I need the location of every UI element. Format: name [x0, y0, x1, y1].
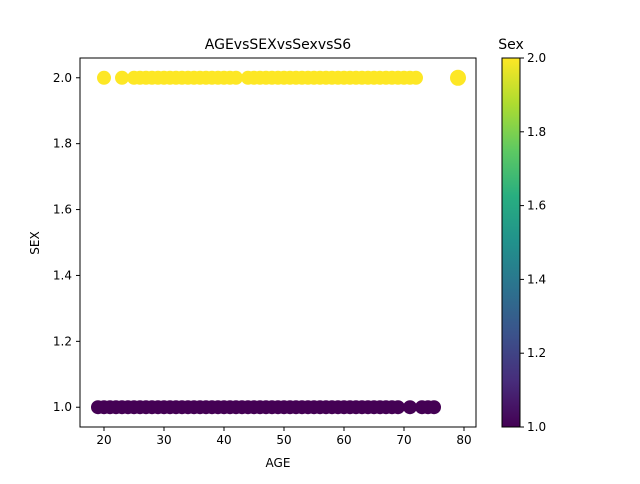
x-tick-label: 50 — [276, 433, 291, 447]
y-tick-label: 1.2 — [53, 334, 72, 348]
data-point — [403, 400, 417, 415]
x-tick-label: 30 — [156, 433, 171, 447]
data-point — [409, 70, 423, 85]
colorbar-label: Sex — [498, 37, 524, 53]
y-tick-label: 1.0 — [53, 400, 72, 414]
data-point — [427, 400, 441, 415]
y-tick-label: 1.4 — [53, 268, 72, 282]
data-point — [115, 70, 129, 85]
y-tick-label: 1.8 — [53, 137, 72, 151]
x-tick-label: 20 — [96, 433, 111, 447]
colorbar-tick-label: 1.0 — [527, 420, 546, 434]
y-tick-label: 2.0 — [53, 71, 72, 85]
x-tick-label: 70 — [396, 433, 411, 447]
colorbar-tick-label: 1.2 — [527, 346, 546, 360]
x-tick-label: 80 — [456, 433, 471, 447]
colorbar — [501, 57, 521, 428]
colorbar-axis: 1.0 1.2 1.4 1.6 1.8 2.0 — [520, 51, 546, 434]
colorbar-tick-label: 2.0 — [527, 51, 546, 65]
colorbar-tick-label: 1.8 — [527, 125, 546, 139]
y-tick-label: 1.6 — [53, 203, 72, 217]
chart-title: AGEvsSEXvsSexvsS6 — [205, 37, 352, 53]
x-axis-label: AGE — [266, 456, 291, 470]
data-point — [450, 69, 466, 86]
data-point — [97, 70, 111, 85]
x-tick-label: 60 — [336, 433, 351, 447]
data-point — [229, 70, 243, 85]
y-axis-label: SEX — [28, 231, 42, 254]
data-points — [91, 69, 466, 415]
y-axis: 1.0 1.2 1.4 1.6 1.8 2.0 — [53, 71, 80, 414]
x-tick-label: 40 — [216, 433, 231, 447]
data-point — [391, 400, 405, 415]
plot-frame — [79, 57, 477, 428]
colorbar-tick-label: 1.4 — [527, 272, 546, 286]
colorbar-tick-label: 1.6 — [527, 199, 546, 213]
x-axis: 20 30 40 50 60 70 80 — [96, 427, 472, 447]
